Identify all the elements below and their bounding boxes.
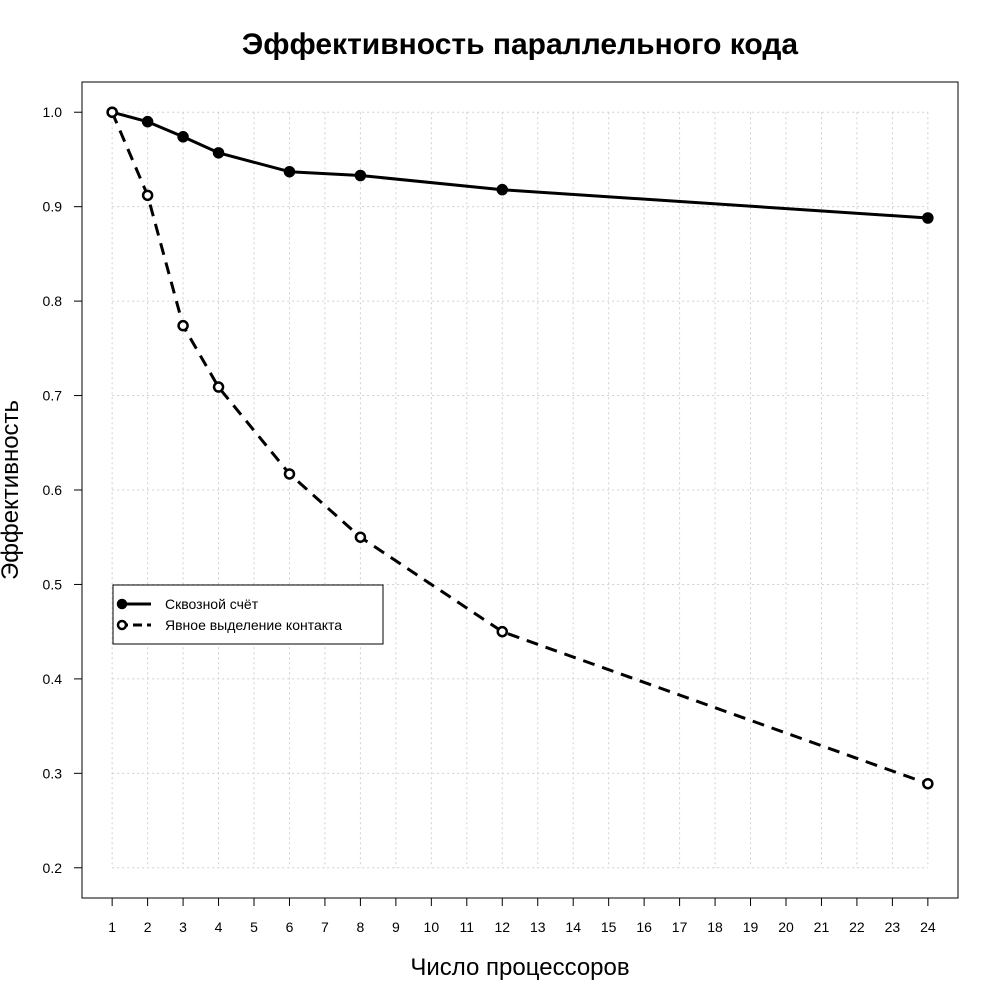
y-tick-label: 0.6	[43, 482, 63, 498]
y-tick-label: 0.7	[43, 388, 63, 404]
legend-marker	[116, 598, 128, 610]
legend-box	[112, 584, 384, 645]
x-tick-label: 6	[286, 919, 294, 935]
x-tick-label: 24	[920, 919, 936, 935]
y-tick-label: 0.8	[43, 293, 63, 309]
series-line	[110, 111, 929, 786]
x-tick-label: 4	[215, 919, 223, 935]
legend-label: Явное выделение контакта	[165, 617, 342, 633]
data-point	[141, 115, 154, 128]
y-tick-label: 0.3	[43, 765, 63, 781]
x-tick-label: 17	[672, 919, 688, 935]
series-2	[106, 106, 934, 790]
y-axis-title: Эффективность	[0, 400, 24, 580]
y-tick-label: 0.9	[43, 199, 63, 215]
y-tick-label: 0.2	[43, 860, 63, 876]
x-tick-label: 10	[424, 919, 440, 935]
x-tick-label: 13	[530, 919, 546, 935]
x-tick-label: 5	[250, 919, 258, 935]
data-point	[141, 189, 154, 202]
x-tick-label: 1	[108, 919, 116, 935]
grid	[111, 111, 929, 869]
series-layer	[106, 106, 934, 790]
data-point	[177, 131, 189, 143]
legend-item: Сквозной счёт	[116, 596, 259, 612]
x-tick-label: 21	[814, 919, 830, 935]
data-point	[354, 169, 367, 182]
series-1	[106, 106, 934, 224]
x-tick-label: 19	[743, 919, 759, 935]
legend-marker	[116, 619, 128, 631]
axis-ticks: 1 2 3 4 5 6 7 8 9 10 11 12 13 14 15 16 17 18 19 20 21 22 23 240…	[43, 104, 936, 935]
data-point	[922, 212, 934, 224]
chart-title: Эффективность параллельного кода	[242, 28, 798, 61]
y-tick-label: 0.5	[43, 576, 63, 592]
x-tick-label: 23	[885, 919, 901, 935]
x-tick-label: 2	[144, 919, 152, 935]
x-tick-label: 7	[321, 919, 329, 935]
x-tick-label: 8	[357, 919, 365, 935]
data-point	[922, 777, 934, 790]
x-tick-label: 22	[849, 919, 865, 935]
data-point	[177, 319, 189, 332]
x-tick-label: 14	[565, 919, 581, 935]
data-point	[212, 147, 225, 159]
x-tick-label: 12	[494, 919, 510, 935]
data-point	[283, 468, 296, 480]
data-point	[283, 165, 296, 178]
legend: Сквозной счёт Явное выделение контакта	[112, 584, 384, 645]
y-tick-label: 1.0	[43, 104, 63, 120]
y-tick-label: 0.4	[43, 671, 63, 687]
x-tick-label: 9	[392, 919, 400, 935]
data-point	[496, 625, 509, 638]
x-axis-title: Число процессоров	[410, 954, 629, 981]
x-tick-label: 3	[179, 919, 187, 935]
x-tick-label: 11	[460, 919, 475, 935]
x-tick-label: 16	[636, 919, 652, 935]
legend-label: Сквозной счёт	[165, 596, 259, 612]
x-tick-label: 20	[778, 919, 794, 935]
data-point	[106, 106, 118, 118]
legend-item: Явное выделение контакта	[116, 617, 342, 633]
series-line	[111, 110, 928, 220]
x-tick-label: 18	[707, 919, 723, 935]
data-point	[496, 183, 509, 196]
data-point	[354, 531, 367, 543]
data-point	[212, 381, 225, 393]
x-tick-label: 15	[601, 919, 617, 935]
